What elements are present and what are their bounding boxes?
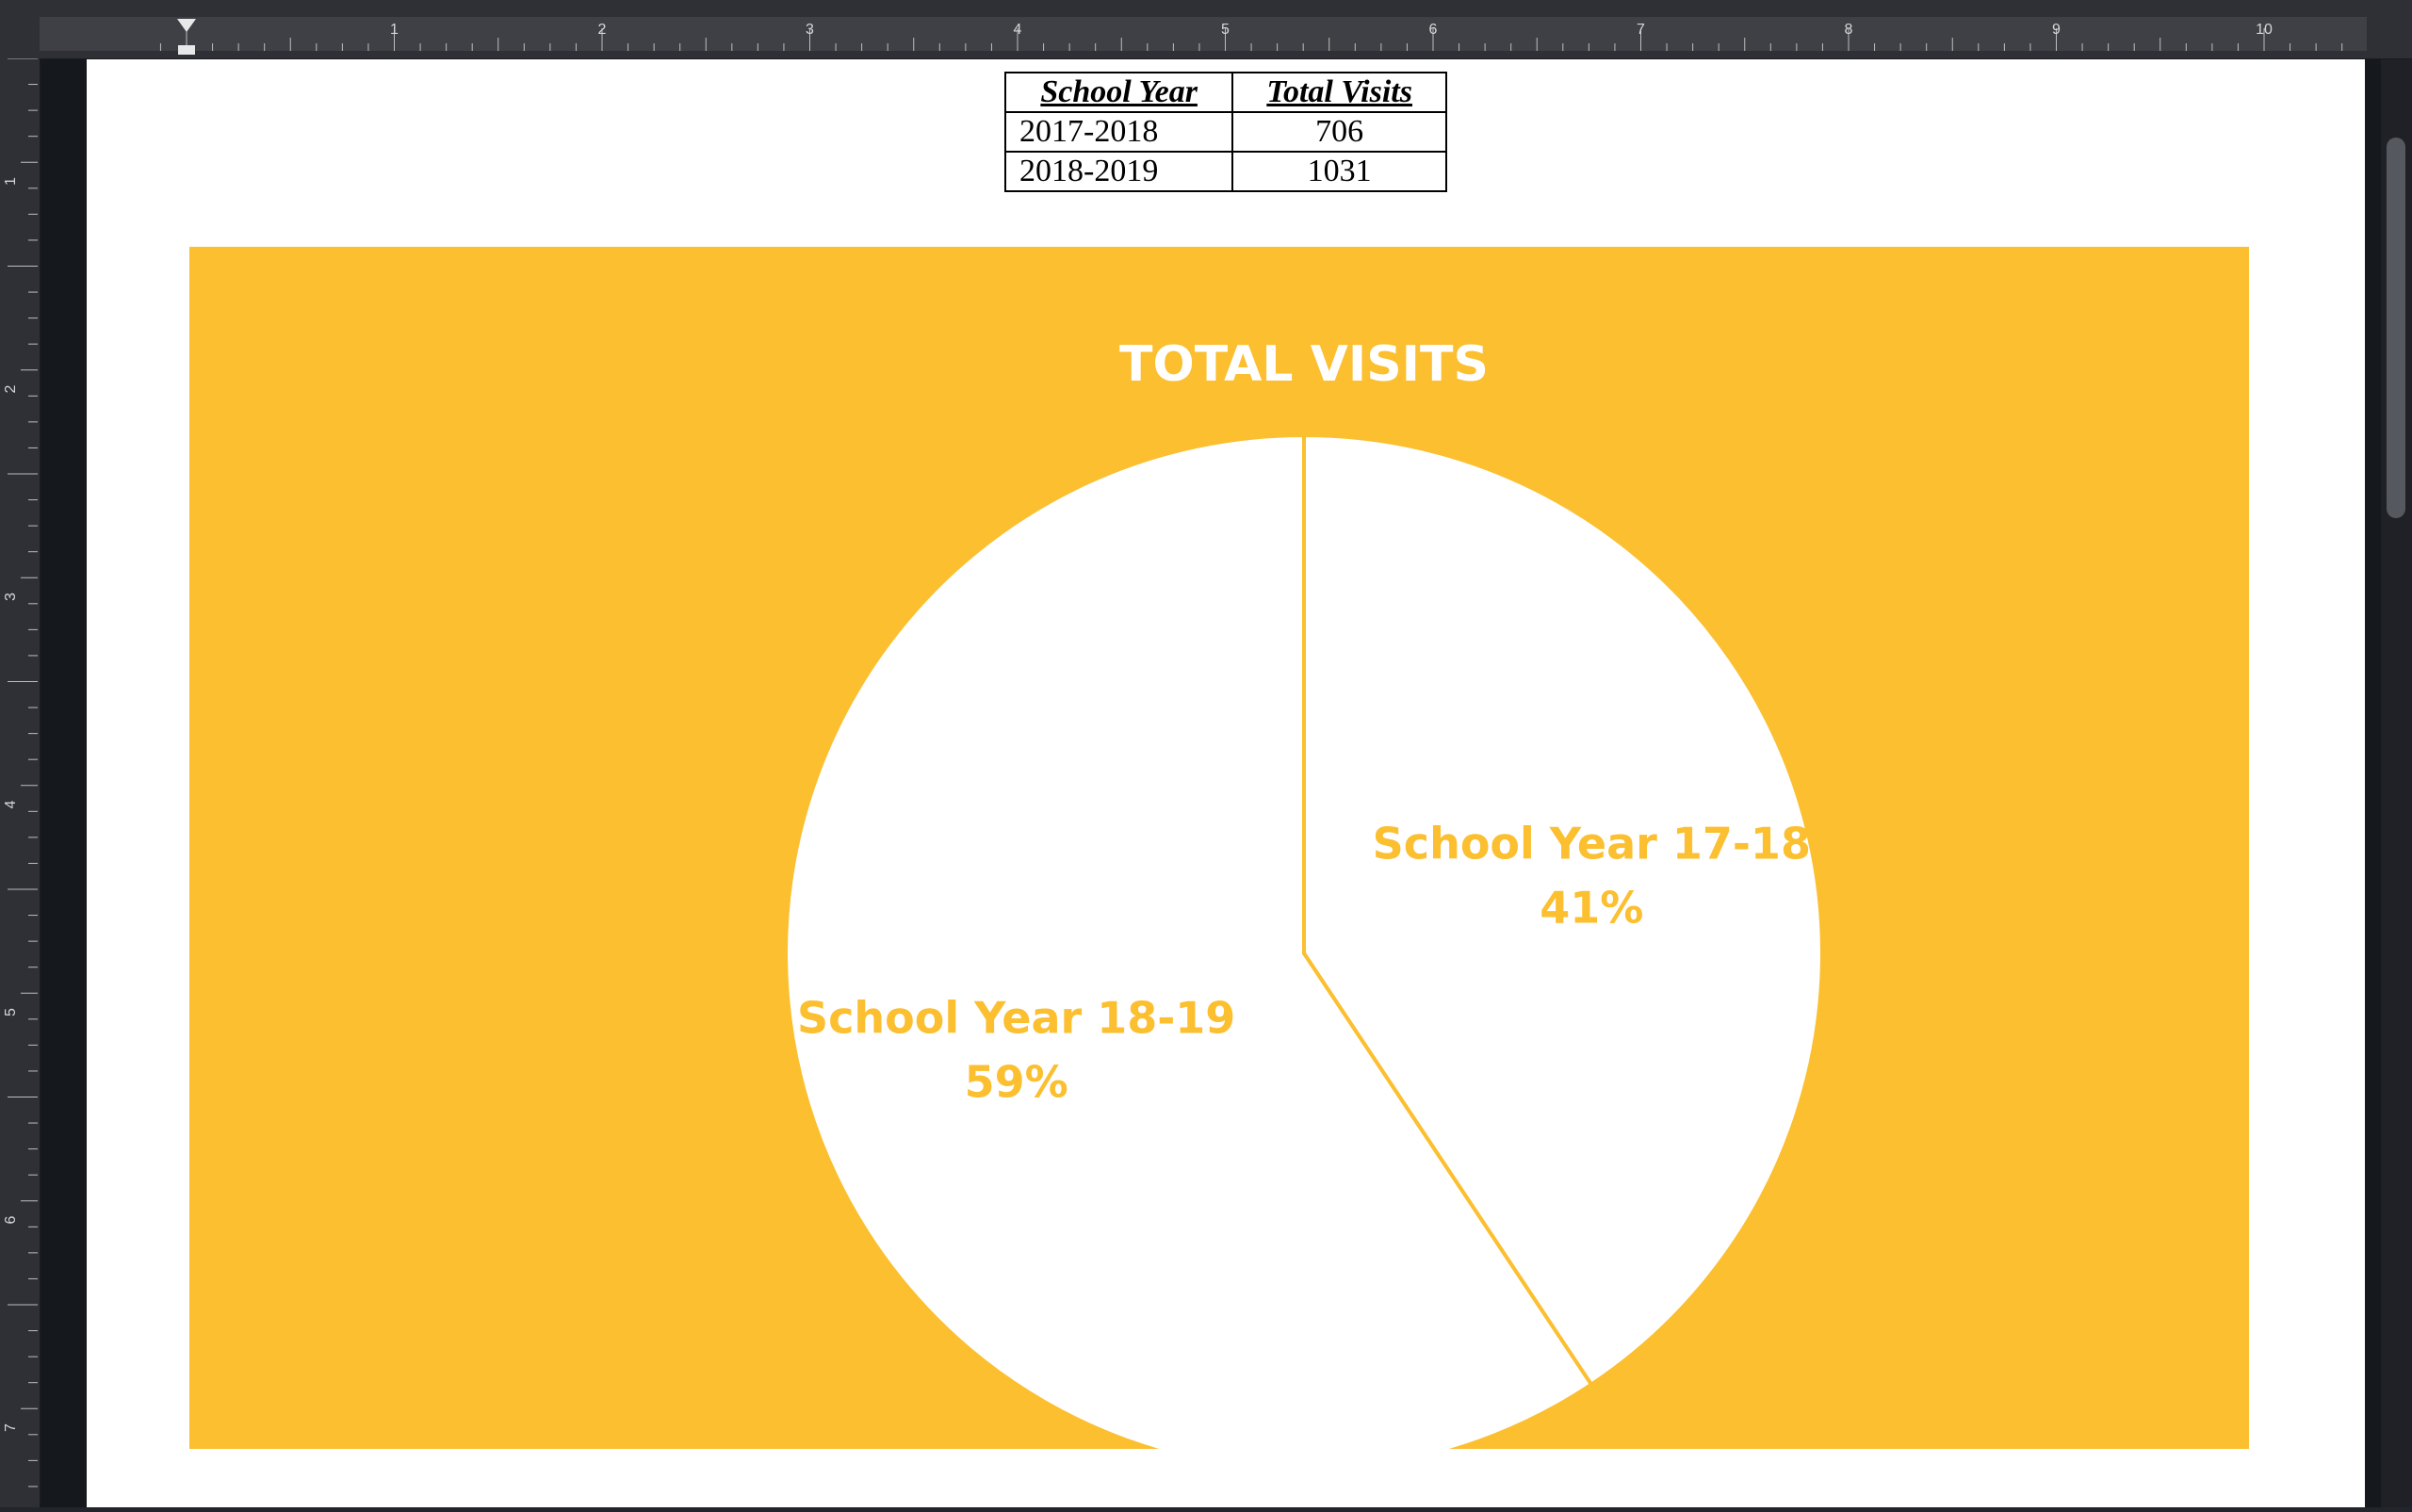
chart-title: TOTAL VISITS [1119, 336, 1489, 393]
total-visits-cell: 1031 [1231, 151, 1447, 192]
ruler-number: 1 [390, 22, 399, 38]
school-year-cell: 2018-2019 [1003, 151, 1234, 192]
vertical-ruler[interactable]: 1 2 3 4 5 6 7 [0, 57, 41, 1507]
ruler-band [40, 17, 2367, 51]
pie-slice-percent: 59% [965, 1056, 1068, 1107]
total-visits-cell: 706 [1231, 111, 1447, 153]
ruler-number: 4 [1014, 22, 1022, 38]
ruler-number: 6 [3, 1215, 19, 1224]
school-visits-table: School Year Total Visits 2017-2018 706 2… [1003, 72, 1447, 192]
pie-slices [784, 432, 1824, 1449]
pie-slice-percent: 41% [1540, 883, 1643, 934]
vertical-scrollbar-thumb[interactable] [2387, 138, 2405, 518]
horizontal-ruler[interactable]: 1 2 3 4 5 6 7 8 9 10 [0, 0, 2412, 59]
ruler-number: 7 [1637, 22, 1645, 38]
school-year-cell: 2017-2018 [1003, 111, 1234, 153]
ruler-number: 5 [3, 1008, 19, 1016]
ruler-number: 2 [3, 384, 19, 393]
ruler-number: 3 [806, 22, 814, 38]
ruler-number: 4 [3, 800, 19, 808]
pie-slice-label: School Year 18-19 [797, 992, 1235, 1043]
vertical-ruler-scale: 1 2 3 4 5 6 7 [3, 57, 38, 1488]
table-row: 2017-2018 706 [1003, 111, 1447, 153]
ruler-number: 3 [3, 593, 19, 601]
horizontal-ruler-scale: 1 2 3 4 5 6 7 8 9 10 [40, 17, 2367, 55]
column-header-total-visits: Total Visits [1231, 72, 1447, 113]
ruler-number: 7 [3, 1423, 19, 1432]
ruler-number: 6 [1429, 22, 1438, 38]
ruler-number: 8 [1845, 22, 1853, 38]
indent-marker [177, 19, 196, 55]
table-header-row: School Year Total Visits [1003, 72, 1447, 113]
pie-slice-label: School Year 17-18 [1373, 819, 1811, 870]
ruler-number: 10 [2256, 22, 2273, 38]
column-header-school-year: School Year [1003, 72, 1234, 113]
ruler-number: 1 [3, 177, 19, 186]
pie-slice[interactable] [784, 432, 1594, 1449]
table-row: 2018-2019 1031 [1003, 151, 1447, 192]
document-page[interactable]: School Year Total Visits 2017-2018 706 2… [87, 59, 2365, 1507]
ruler-number: 5 [1221, 22, 1230, 38]
ruler-number: 9 [2052, 22, 2061, 38]
pie-labels: School Year 17-18 41% School Year 18-19 59% [797, 819, 1811, 1108]
total-visits-pie-chart[interactable]: TOTAL VISITS School Year 17-18 41% School … [189, 247, 2249, 1449]
pie-chart-canvas: TOTAL VISITS School Year 17-1841%School … [784, 336, 1824, 1449]
ruler-number: 2 [598, 22, 607, 38]
